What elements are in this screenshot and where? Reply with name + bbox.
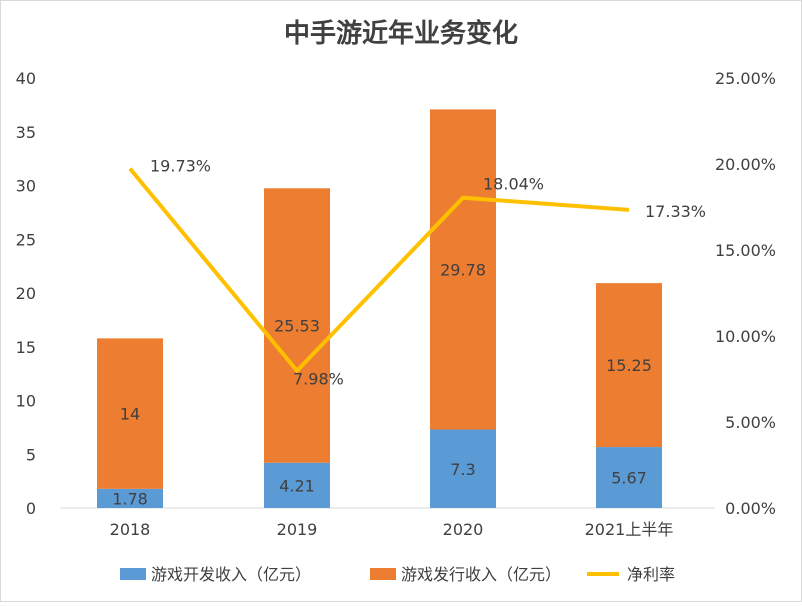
left-axis-tick-label: 10 <box>16 392 36 411</box>
left-axis-tick-label: 0 <box>26 499 36 518</box>
bar-publish-revenue <box>97 338 163 489</box>
right-axis-tick-label: 15.00% <box>715 241 776 260</box>
right-axis: 0.00% 5.00% 10.00% 15.00% 20.00% 25.00% <box>715 69 776 518</box>
legend-label: 净利率 <box>627 565 675 584</box>
x-axis-ticks: 2018 2019 2020 2021上半年 <box>110 520 674 539</box>
bar-data-label: 15.25 <box>606 356 652 375</box>
bar-dev-revenue <box>430 429 496 508</box>
bar-dev-revenue <box>596 447 662 508</box>
x-axis-tick-label: 2021上半年 <box>585 520 674 539</box>
x-axis-tick-label: 2018 <box>110 520 151 539</box>
right-axis-tick-label: 5.00% <box>725 413 776 432</box>
bar-labels: 1.78 14 4.21 25.53 7.3 29.78 5.67 15.25 <box>112 260 652 508</box>
bar-data-label: 25.53 <box>274 317 320 336</box>
bar-publish-revenue <box>264 188 330 463</box>
line-data-label: 19.73% <box>150 157 211 176</box>
bar-publish-revenue <box>596 283 662 448</box>
bar-data-label: 14 <box>120 405 140 424</box>
line-data-label: 17.33% <box>645 202 706 221</box>
left-axis-tick-label: 35 <box>16 123 36 142</box>
left-axis-tick-label: 5 <box>26 445 36 464</box>
legend: 游戏开发收入（亿元） 游戏发行收入（亿元） 净利率 <box>120 565 675 584</box>
right-axis-tick-label: 20.00% <box>715 155 776 174</box>
bar-data-label: 7.3 <box>450 460 475 479</box>
left-axis-tick-label: 25 <box>16 230 36 249</box>
left-axis-tick-label: 15 <box>16 338 36 357</box>
line-series <box>128 167 630 374</box>
bar-dev-revenue <box>97 488 163 508</box>
line-data-label: 18.04% <box>483 175 544 194</box>
bar-data-label: 4.21 <box>279 476 315 495</box>
legend-swatch-dev-revenue <box>120 568 146 580</box>
bar-series <box>97 109 662 508</box>
legend-label: 游戏开发收入（亿元） <box>151 565 311 584</box>
x-axis-tick-label: 2020 <box>443 520 484 539</box>
bar-dev-revenue <box>264 462 330 508</box>
line-data-label: 7.98% <box>293 370 344 389</box>
left-axis-tick-label: 40 <box>16 69 36 88</box>
bar-publish-revenue <box>430 109 496 430</box>
legend-label: 游戏发行收入（亿元） <box>401 565 561 584</box>
legend-swatch-publish-revenue <box>370 568 396 580</box>
right-axis-tick-label: 0.00% <box>725 499 776 518</box>
line-labels: 19.73% 7.98% 18.04% 17.33% <box>150 157 706 389</box>
bar-data-label: 29.78 <box>440 260 486 279</box>
chart-title: 中手游近年业务变化 <box>284 18 518 49</box>
left-axis-tick-label: 30 <box>16 177 36 196</box>
bar-data-label: 1.78 <box>112 489 148 508</box>
bar-data-label: 5.67 <box>611 469 647 488</box>
net-margin-line <box>128 167 630 374</box>
left-axis-tick-label: 20 <box>16 284 36 303</box>
left-axis: 0 5 10 15 20 25 30 35 40 <box>16 69 36 518</box>
right-axis-tick-label: 10.00% <box>715 327 776 346</box>
right-axis-tick-label: 25.00% <box>715 69 776 88</box>
x-axis-tick-label: 2019 <box>277 520 318 539</box>
